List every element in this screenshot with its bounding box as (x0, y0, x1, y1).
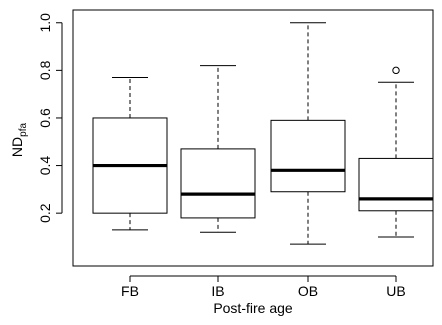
y-tick-label: 0.8 (37, 60, 53, 80)
y-axis-label-subscript: pfa (18, 122, 29, 136)
y-axis-label: NDpfa (9, 122, 29, 157)
box-ob (270, 22, 346, 245)
x-tick-label: IB (211, 283, 224, 299)
y-tick-label: 1.0 (37, 13, 53, 33)
box-ib (180, 65, 256, 233)
box-ub (358, 66, 434, 238)
x-tick-label: FB (121, 283, 139, 299)
outlier-point (392, 66, 400, 75)
x-tick-label: OB (298, 283, 318, 299)
plot-frame (72, 9, 434, 267)
y-axis: 0.2 0.4 0.6 0.8 1.0 (37, 13, 63, 223)
box-series (92, 22, 434, 245)
y-axis-label-main: ND (9, 137, 25, 157)
x-tick-label: UB (386, 283, 405, 299)
box-fb (92, 77, 168, 231)
iqr-box (358, 157, 434, 212)
x-axis: FB IB OB UB (121, 275, 406, 299)
iqr-box (180, 148, 256, 219)
y-tick-label: 0.2 (37, 203, 53, 223)
y-tick-label: 0.6 (37, 108, 53, 128)
y-tick-label: 0.4 (37, 156, 53, 176)
iqr-box (270, 119, 346, 193)
x-axis-label: Post-fire age (213, 300, 293, 316)
